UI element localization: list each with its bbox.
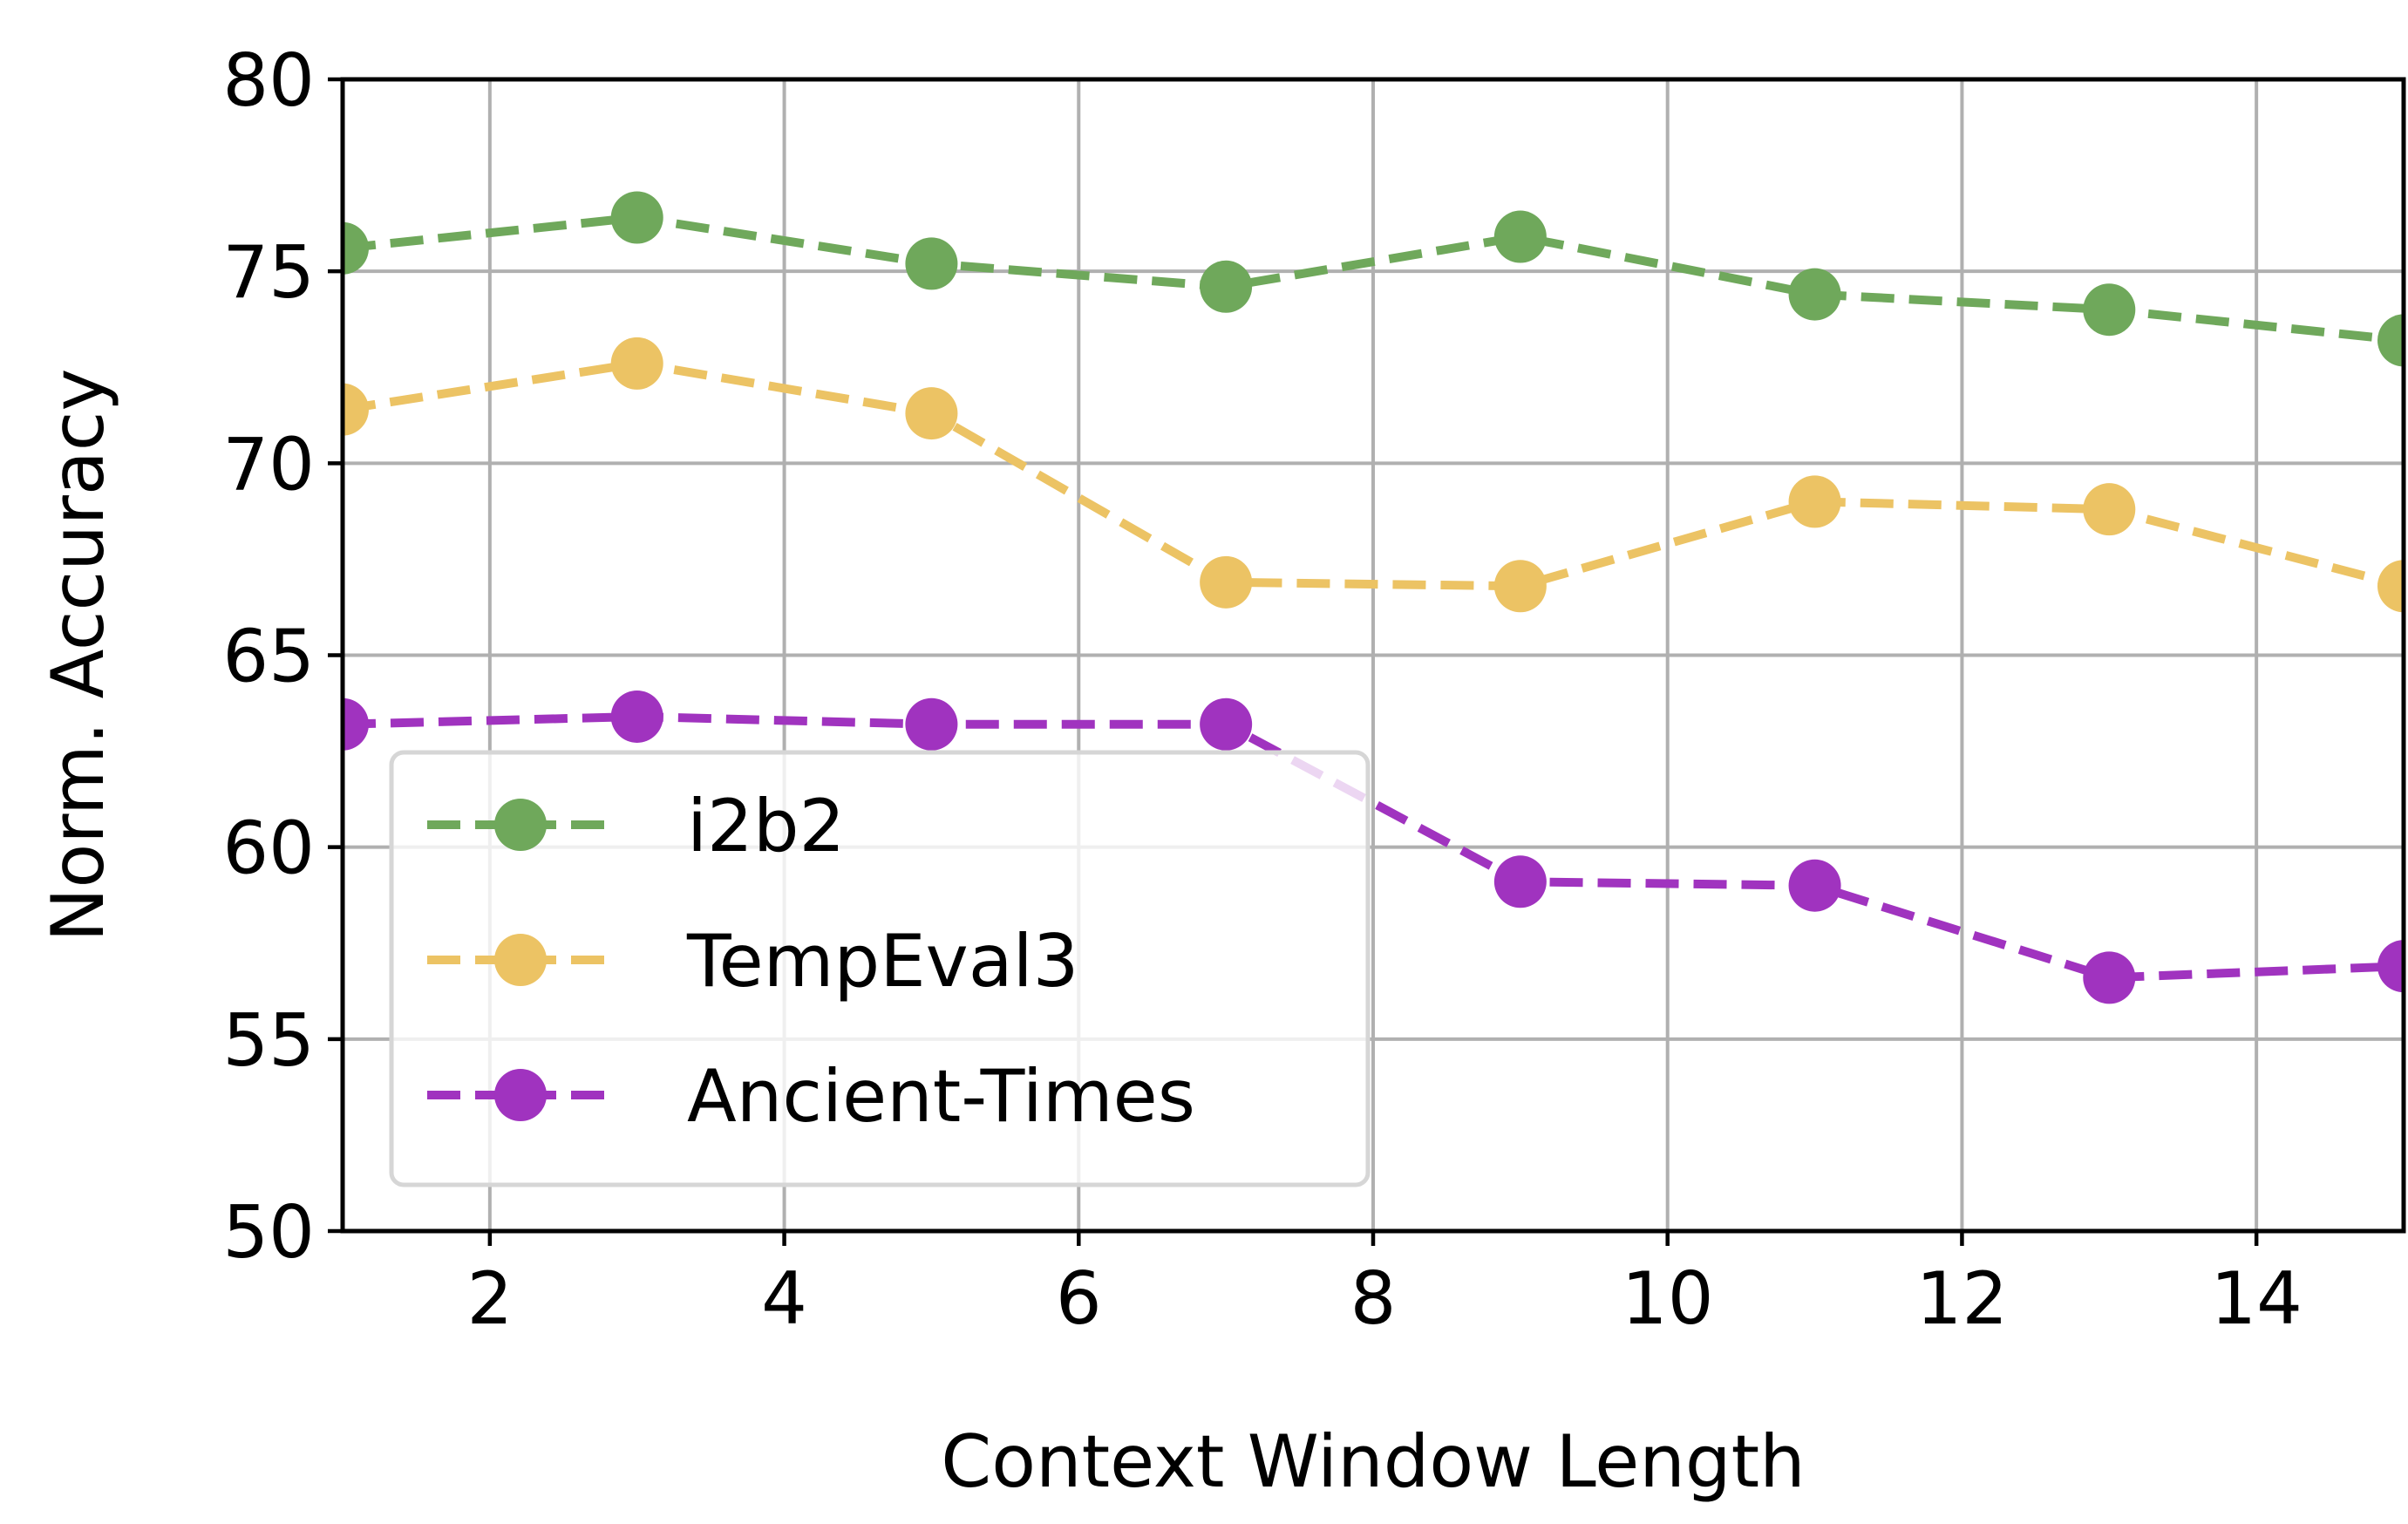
data-point — [343, 383, 369, 436]
data-point — [1200, 555, 1253, 609]
legend-marker — [494, 934, 547, 986]
data-point — [610, 690, 663, 743]
data-point — [1493, 560, 1547, 613]
data-point — [905, 237, 958, 290]
x-axis-label: Context Window Length — [941, 1419, 1805, 1504]
legend-item: Ancient-Times — [427, 1054, 1195, 1139]
data-point — [2083, 283, 2136, 337]
y-tick-label: 65 — [222, 615, 315, 699]
data-point — [905, 387, 958, 440]
data-point — [610, 337, 663, 390]
data-point — [1200, 697, 1253, 751]
data-point — [1493, 210, 1547, 263]
y-tick-label: 50 — [222, 1190, 315, 1275]
data-point — [343, 221, 369, 275]
y-axis-label: Norm. Accuracy — [36, 368, 120, 942]
legend-label: i2b2 — [687, 784, 845, 868]
legend-marker — [494, 799, 547, 851]
data-point — [343, 697, 369, 751]
data-point — [1200, 260, 1253, 313]
series-line — [343, 358, 2404, 591]
x-tick-label: 10 — [1622, 1256, 1714, 1341]
data-point — [2377, 940, 2404, 993]
data-point — [905, 697, 958, 751]
data-point — [1788, 268, 1841, 321]
y-tick-label: 70 — [222, 422, 315, 507]
series-ancient-times — [343, 690, 2404, 1004]
legend-label: Ancient-Times — [687, 1054, 1195, 1139]
series-line — [343, 711, 2404, 983]
x-tick-label: 8 — [1350, 1256, 1397, 1341]
legend-item: i2b2 — [427, 784, 845, 868]
x-tick-label: 2 — [466, 1256, 513, 1341]
y-tick-label: 75 — [222, 230, 315, 315]
legend-marker — [494, 1069, 547, 1121]
data-point — [610, 191, 663, 244]
data-point — [1788, 859, 1841, 912]
x-tick-label: 6 — [1056, 1256, 1102, 1341]
legend-frame — [389, 750, 1371, 1187]
data-point — [2083, 951, 2136, 1004]
y-tick-label: 55 — [222, 998, 315, 1083]
series-layer — [343, 191, 2404, 1004]
data-point — [2083, 483, 2136, 536]
x-tick-label: 14 — [2210, 1256, 2303, 1341]
legend-item: TempEval3 — [427, 919, 1079, 1004]
series-i2b2 — [343, 191, 2404, 367]
y-tick-label: 60 — [222, 806, 315, 891]
y-tick-label: 80 — [222, 38, 315, 123]
data-point — [2377, 314, 2404, 367]
series-tempeval3 — [343, 337, 2404, 613]
legend-label: TempEval3 — [686, 919, 1079, 1004]
x-tick-label: 4 — [761, 1256, 807, 1341]
axis-ticks: 2 4 6 8 10 12 14 50 55 60 65 70 75 80 — [222, 38, 2303, 1341]
x-tick-label: 12 — [1916, 1256, 2009, 1341]
data-point — [1493, 855, 1547, 908]
series-line — [343, 213, 2404, 345]
legend: i2b2 TempEval3 Ancient-Times — [389, 750, 1371, 1187]
data-point — [2377, 560, 2404, 613]
data-point — [1788, 475, 1841, 528]
